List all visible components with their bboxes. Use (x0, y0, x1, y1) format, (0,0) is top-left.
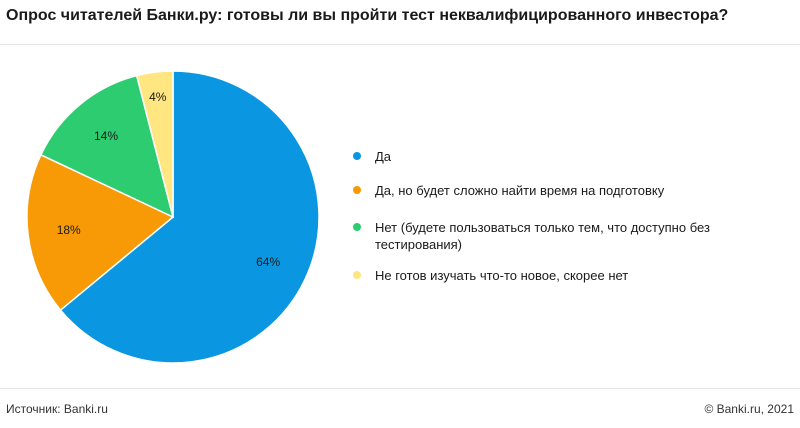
legend-item-not-ready: Не готов изучать что-то новое, скорее не… (345, 267, 715, 284)
legend-label-no: Нет (будете пользоваться только тем, что… (375, 220, 710, 252)
legend-label-not-ready: Не готов изучать что-то новое, скорее не… (375, 268, 629, 283)
pie-slice-no (39, 74, 175, 219)
legend-dot-not-ready (353, 271, 361, 279)
copyright-note: © Banki.ru, 2021 (704, 402, 794, 416)
slice-label-yes: 64% (256, 255, 280, 269)
legend-dot-yes (353, 152, 361, 160)
legend-item-no: Нет (будете пользоваться только тем, что… (345, 219, 715, 253)
title-divider (0, 44, 800, 45)
slice-label-not-ready: 4% (149, 90, 167, 104)
source-note: Источник: Banki.ru (6, 402, 108, 416)
slice-label-no: 14% (94, 129, 118, 143)
pie-slice-yes-no-time (26, 153, 175, 312)
legend-dot-no (353, 223, 361, 231)
footer-divider (0, 388, 800, 389)
legend-label-yes: Да (375, 149, 392, 164)
pie-chart: 64% 18% 14% 4% (26, 70, 320, 364)
legend-item-yes: Да (345, 148, 715, 165)
pie-slice-yes (59, 70, 320, 364)
slice-label-yes-no-time: 18% (57, 223, 81, 237)
legend-dot-yes-no-time (353, 186, 361, 194)
pie-slice-not-ready (135, 70, 174, 218)
legend-item-yes-no-time: Да, но будет сложно найти время на подго… (345, 182, 715, 199)
chart-title: Опрос читателей Банки.ру: готовы ли вы п… (6, 7, 729, 24)
legend-label-yes-no-time: Да, но будет сложно найти время на подго… (375, 183, 665, 198)
